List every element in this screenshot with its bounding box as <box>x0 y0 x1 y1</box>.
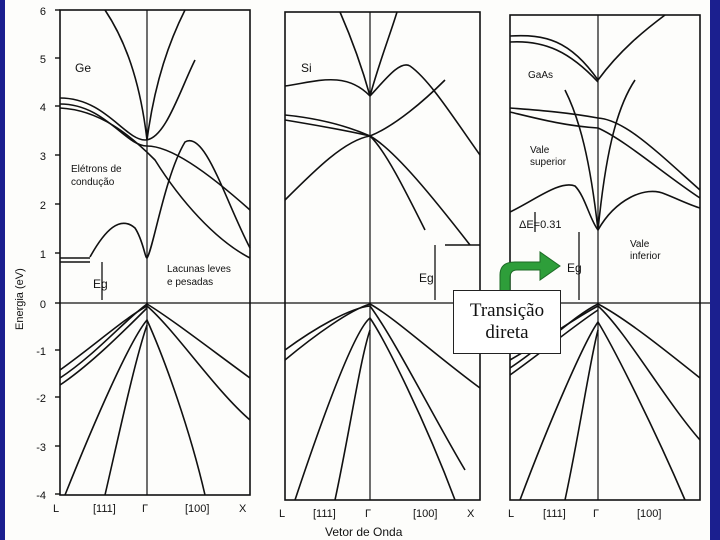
y-tick: 4 <box>40 102 46 114</box>
electrons-label-2: condução <box>71 177 115 188</box>
callout-line-1: Transição <box>469 300 545 321</box>
y-tick: 2 <box>40 200 46 212</box>
direct-transition-arrow <box>499 251 561 301</box>
y-axis-label: Energia (eV) <box>14 268 26 330</box>
x-tick: Γ <box>142 503 148 515</box>
band-structure-diagram: 6 5 4 3 2 1 0 -1 -2 -3 -4 Energia (eV) G… <box>14 6 710 539</box>
x-tick: [111] <box>93 503 116 515</box>
eg-label-gaas: Eg <box>567 261 582 275</box>
ge-bands <box>59 9 251 496</box>
x-tick: Γ <box>593 508 599 520</box>
callout-line-2: direta <box>485 322 529 343</box>
x-tick: X <box>467 508 475 520</box>
lower-valley-label-1: Vale <box>630 239 650 250</box>
y-tick: 1 <box>40 249 46 261</box>
holes-label-2: e pesadas <box>167 277 213 288</box>
direct-transition-callout: Transição direta <box>453 290 561 354</box>
x-tick: L <box>53 503 59 515</box>
y-tick: -4 <box>36 490 46 502</box>
eg-label-ge: Eg <box>93 277 108 291</box>
band-diagram-figure: 6 5 4 3 2 1 0 -1 -2 -3 -4 Energia (eV) G… <box>5 0 710 540</box>
upper-valley-label-1: Vale <box>530 145 550 156</box>
x-tick: [100] <box>413 508 437 520</box>
y-tick: 0 <box>40 299 46 311</box>
panel-title-gaas: GaAs <box>528 70 553 81</box>
x-tick: Γ <box>365 508 371 520</box>
x-tick: [111] <box>543 508 566 520</box>
si-bands <box>284 11 481 501</box>
x-tick: [100] <box>185 503 209 515</box>
x-axis-label: Vetor de Onda <box>325 525 403 539</box>
y-tick: -1 <box>36 346 46 358</box>
delta-e-label: ΔE=0.31 <box>519 219 562 231</box>
upper-valley-label-2: superior <box>530 157 567 168</box>
y-tick: 6 <box>40 6 46 18</box>
panel-gaas-frame <box>509 14 701 501</box>
panel-title-ge: Ge <box>75 61 91 75</box>
y-tick: -3 <box>36 442 46 454</box>
y-tick: 5 <box>40 54 46 66</box>
gaas-bands <box>509 14 701 501</box>
x-tick: L <box>508 508 514 520</box>
eg-label-si: Eg <box>419 271 434 285</box>
y-tick: -2 <box>36 393 46 405</box>
panel-title-si: Si <box>301 61 312 75</box>
panel-si-frame <box>284 11 481 501</box>
lower-valley-label-2: inferior <box>630 251 661 262</box>
x-tick: X <box>239 503 247 515</box>
x-tick: [111] <box>313 508 336 520</box>
holes-label-1: Lacunas leves <box>167 264 231 275</box>
y-tick: 3 <box>40 151 46 163</box>
panel-ge-frame <box>59 9 251 496</box>
x-tick: L <box>279 508 285 520</box>
electrons-label-1: Elétrons de <box>71 164 122 175</box>
x-tick: [100] <box>637 508 661 520</box>
